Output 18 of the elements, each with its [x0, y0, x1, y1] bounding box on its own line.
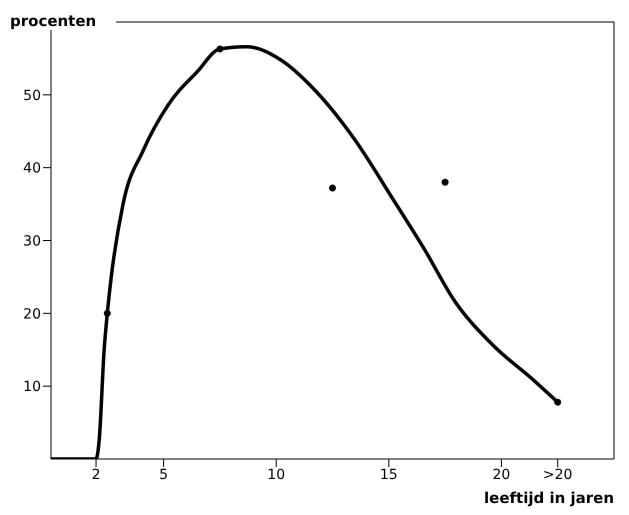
point [216, 45, 224, 52]
x-tick-label: 5 [159, 466, 168, 483]
y-tick-label: 20 [23, 306, 41, 322]
point [329, 184, 336, 192]
point [442, 178, 449, 186]
x-tick-label: 20 [492, 466, 510, 483]
x-tick-label: 15 [380, 466, 398, 483]
x-axis-title: leeftijd in jaren [484, 489, 614, 507]
y-tick-label: 50 [23, 88, 41, 104]
y-tick-label: 30 [23, 233, 41, 250]
x-tick-label: 2 [92, 466, 100, 483]
y-axis-title: procenten [10, 12, 96, 30]
point [104, 310, 111, 317]
x-tick-label: >20 [542, 466, 572, 483]
point [554, 398, 562, 406]
x-tick-label: 10 [267, 466, 286, 483]
y-tick-label: 40 [23, 160, 41, 177]
y-tick-label: 10 [23, 379, 41, 396]
